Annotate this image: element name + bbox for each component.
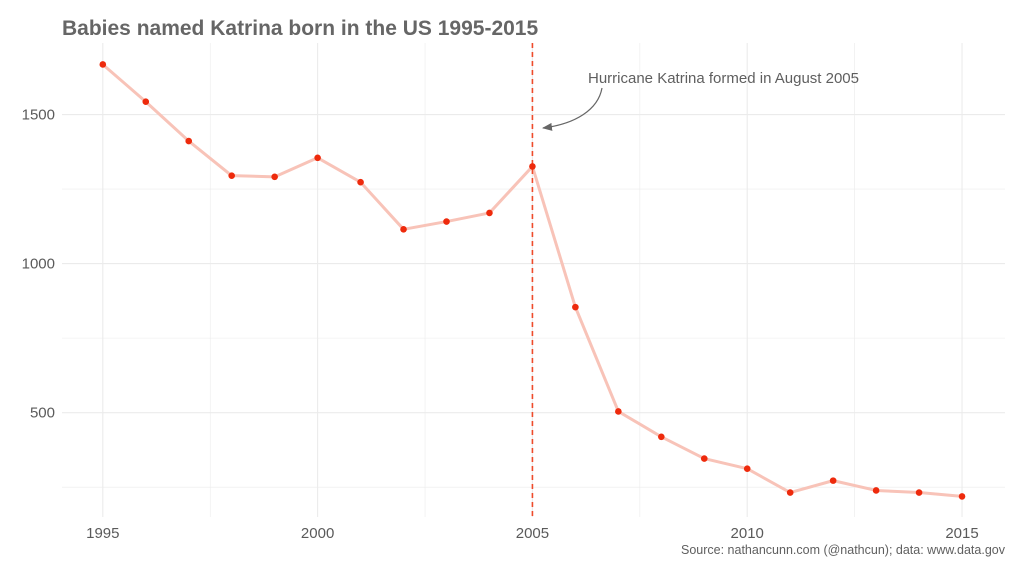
- data-point-1999: [271, 173, 278, 181]
- data-point-2000: [314, 154, 321, 162]
- data-point-2009: [700, 455, 708, 462]
- axis-labels: 1995 2000 2005 2010 2015 500 1000 1500: [22, 107, 979, 542]
- data-point-1998: [228, 172, 235, 179]
- x-tick-label: 2010: [731, 525, 764, 542]
- data-point-2011: [786, 489, 794, 496]
- data-point-2007: [615, 408, 622, 415]
- chart-title: Babies named Katrina born in the US 1995…: [62, 17, 538, 40]
- data-point-2006: [572, 303, 579, 311]
- data-point-2013: [872, 487, 880, 494]
- data-point-2014: [915, 489, 923, 496]
- data-point-2004: [486, 209, 493, 217]
- y-tick-label: 500: [30, 405, 55, 422]
- data-point-2002: [400, 226, 407, 233]
- data-points: [99, 61, 966, 500]
- x-tick-label: 2005: [516, 525, 549, 542]
- data-point-2010: [743, 465, 751, 473]
- annotation-arrow: [542, 87, 603, 131]
- x-tick-label: 2000: [301, 525, 334, 542]
- gridlines: [62, 43, 1005, 517]
- data-point-2012: [829, 477, 837, 484]
- data-point-1996: [142, 98, 150, 106]
- source-caption: Source: nathancunn.com (@nathcun); data:…: [681, 543, 1006, 557]
- annotation-layer: Hurricane Katrina formed in August 2005: [542, 70, 859, 131]
- data-point-1995: [99, 61, 107, 68]
- y-tick-label: 1000: [22, 256, 55, 273]
- x-tick-label: 1995: [86, 525, 119, 542]
- x-tick-label: 2015: [945, 525, 978, 542]
- y-tick-label: 1500: [22, 107, 55, 124]
- data-point-1997: [185, 137, 193, 145]
- data-point-2008: [658, 433, 665, 441]
- annotation-label: Hurricane Katrina formed in August 2005: [588, 70, 859, 87]
- data-point-2005: [529, 163, 536, 170]
- data-point-2001: [357, 178, 364, 186]
- data-point-2015: [958, 493, 966, 500]
- data-point-2003: [443, 218, 450, 225]
